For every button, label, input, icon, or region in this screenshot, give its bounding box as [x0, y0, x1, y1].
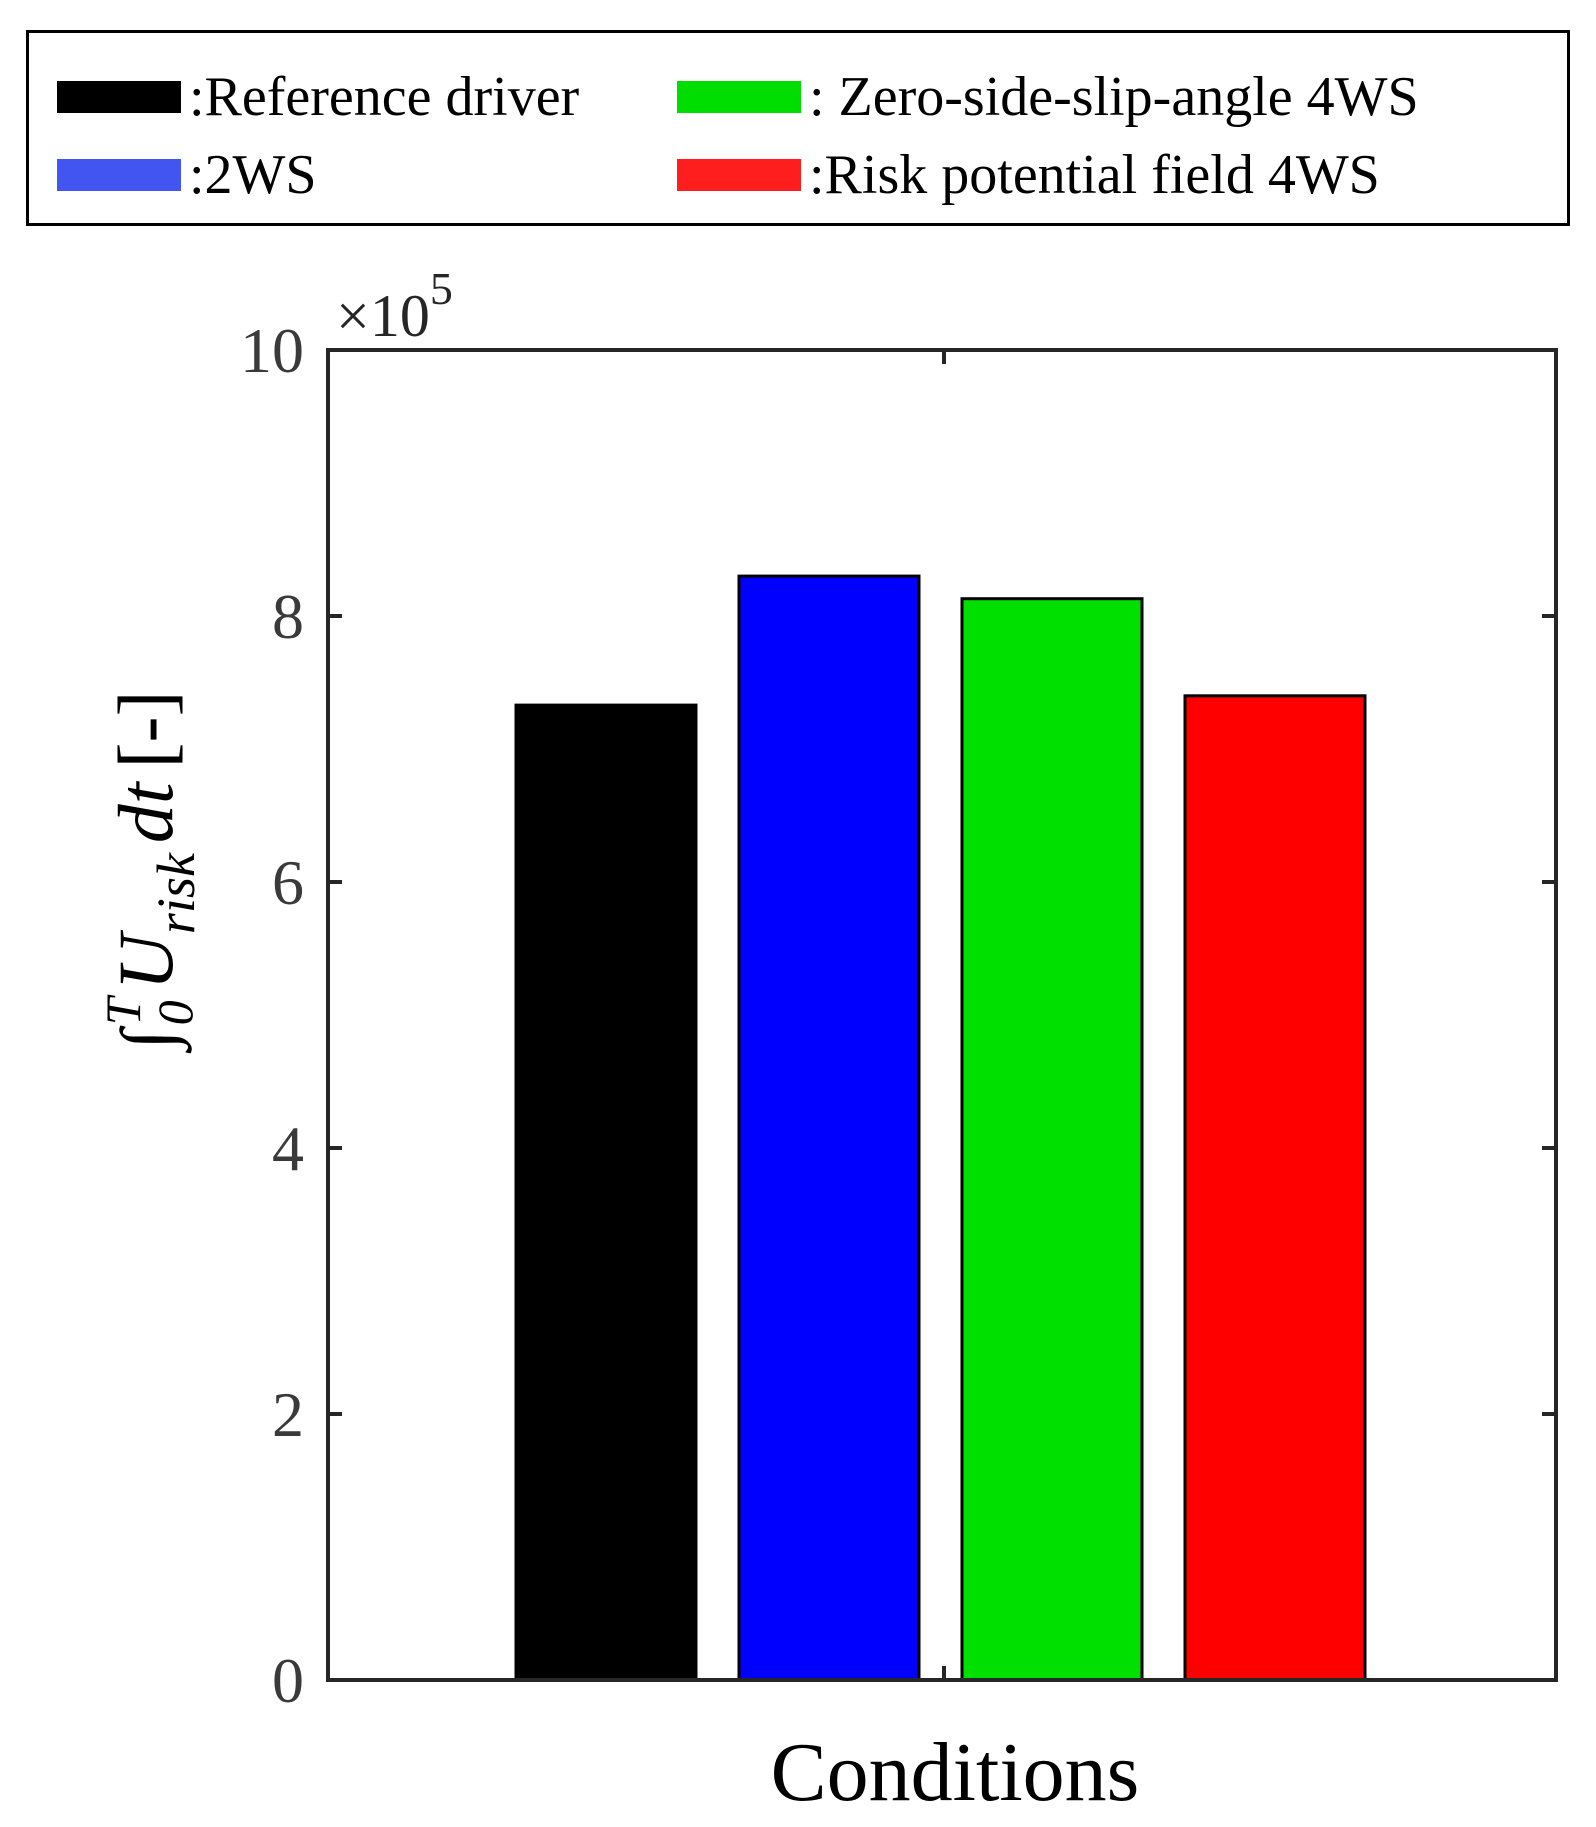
y-multiplier: ×105: [336, 263, 453, 349]
y-tick-label-0: 0: [272, 1645, 304, 1716]
lower-limit: 0: [147, 1000, 203, 1025]
legend-swatch: [57, 81, 181, 113]
unit-label: [-]: [102, 690, 189, 768]
legend-swatch: [677, 159, 801, 191]
function-subscript: risk: [146, 852, 206, 934]
y-multiplier-base: ×10: [336, 283, 430, 349]
y-tick-label-10: 10: [240, 315, 304, 386]
ticks-group: 0 2 4 6 8 10: [240, 315, 1556, 1716]
bar-risk-potential-field-4ws: [1183, 694, 1367, 1682]
bar-2ws: [737, 574, 921, 1682]
legend-label: : Zero-side-slip-angle 4WS: [809, 66, 1419, 128]
svg-text:∫T0Uriskdt[-]: ∫T0 Urisk dt [-]: [95, 690, 206, 1053]
y-tick-label-6: 6: [272, 847, 304, 918]
legend: :Reference driver :2WS : Zero-side-slip-…: [26, 30, 1570, 226]
y-tick-label-4: 4: [272, 1113, 304, 1184]
legend-swatch: [57, 159, 181, 191]
legend-item-reference-driver: :Reference driver: [57, 69, 579, 125]
legend-label: :Reference driver: [189, 66, 580, 128]
y-axis-label: ∫T0 Urisk dt [-]: [95, 690, 206, 1053]
upper-limit: T: [95, 994, 151, 1025]
legend-item-2ws: :2WS: [57, 147, 317, 203]
integral-sign: ∫: [107, 1025, 192, 1054]
y-tick-label-2: 2: [272, 1379, 304, 1450]
legend-label: :Risk potential field 4WS: [809, 144, 1380, 206]
y-multiplier-exponent: 5: [430, 263, 453, 314]
legend-item-risk-potential: :Risk potential field 4WS: [677, 147, 1380, 203]
legend-item-zero-side-slip: : Zero-side-slip-angle 4WS: [677, 69, 1419, 125]
legend-label: :2WS: [189, 144, 317, 206]
y-tick-label-8: 8: [272, 581, 304, 652]
function-symbol: U: [102, 929, 189, 990]
bar-reference-driver: [514, 703, 698, 1682]
bar-zero-side-slip-angle-4ws: [960, 597, 1144, 1682]
legend-swatch: [677, 81, 801, 113]
bars-group: [514, 574, 1367, 1682]
x-axis-label: Conditions: [771, 1726, 1140, 1819]
differential: dt: [102, 780, 189, 843]
axes-box: [326, 348, 1558, 1682]
